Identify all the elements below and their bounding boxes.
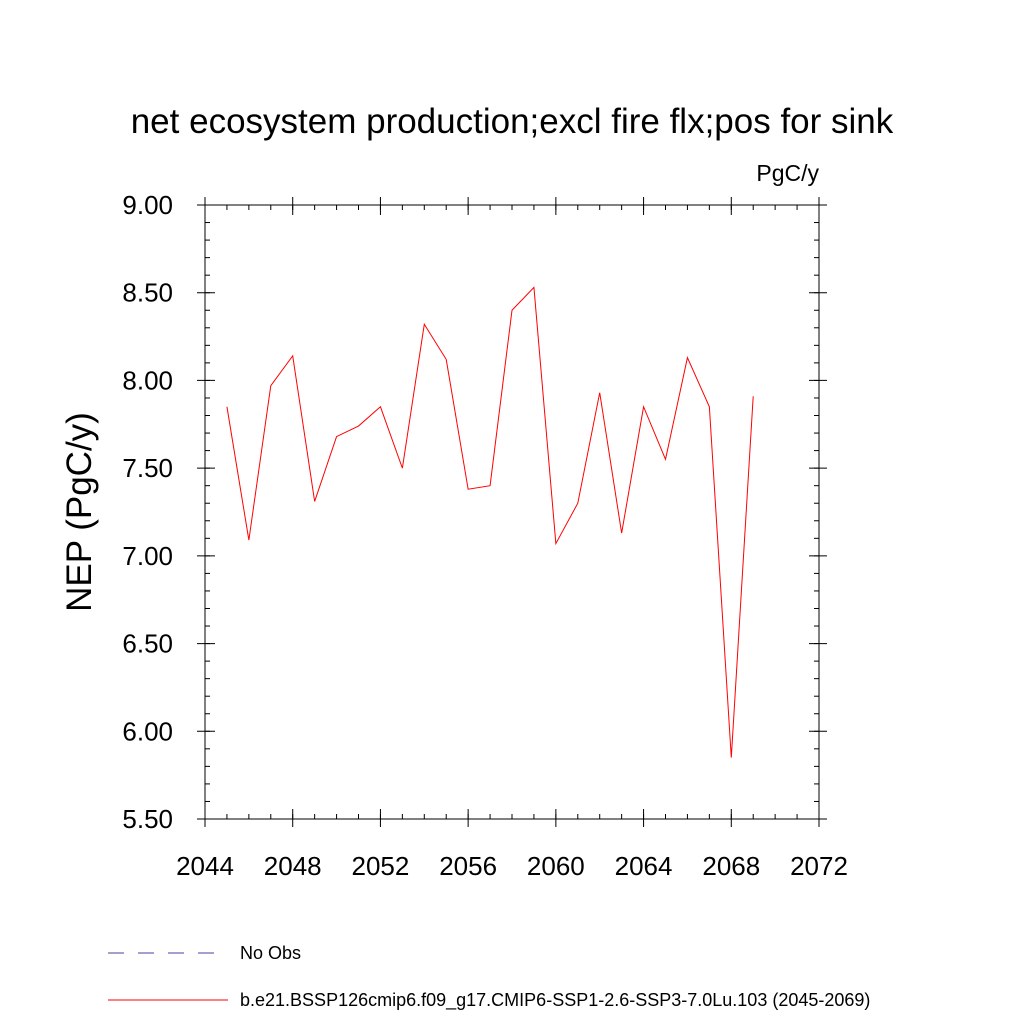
legend: No Obs b.e21.BSSP126cmip6.f09_g17.CMIP6-S… (108, 943, 870, 1011)
y-tick-label: 8.00 (122, 365, 173, 395)
x-tick-label: 2072 (790, 851, 848, 881)
y-axis-label: NEP (PgC/y) (60, 412, 99, 612)
y-tick-label: 6.50 (122, 629, 173, 659)
y-tick-label: 7.00 (122, 541, 173, 571)
plot-frame (204, 204, 820, 820)
y-tick-label: 9.00 (122, 190, 173, 220)
y-tick-label: 7.50 (122, 453, 173, 483)
x-tick-label: 2060 (527, 851, 585, 881)
legend-label: b.e21.BSSP126cmip6.f09_g17.CMIP6-SSP1-2.… (240, 990, 870, 1011)
y-tick-label: 8.50 (122, 278, 173, 308)
x-tick-label: 2048 (264, 851, 322, 881)
x-tick-label: 2056 (439, 851, 497, 881)
chart-title: net ecosystem production;excl fire flx;p… (131, 102, 894, 141)
x-tick-label: 2044 (176, 851, 234, 881)
y-tick-label: 5.50 (122, 804, 173, 834)
units-label: PgC/y (756, 160, 819, 186)
series-layer (226, 286, 754, 758)
legend-label: No Obs (240, 943, 301, 963)
x-tick-label: 2064 (615, 851, 673, 881)
y-tick-label: 6.00 (122, 716, 173, 746)
tick-labels: 2044 2048 2052 2056 2060 2064 2068 2072 5.50 6.00… (122, 190, 848, 881)
x-tick-label: 2052 (352, 851, 410, 881)
x-tick-label: 2068 (702, 851, 760, 881)
series-line (226, 286, 754, 758)
